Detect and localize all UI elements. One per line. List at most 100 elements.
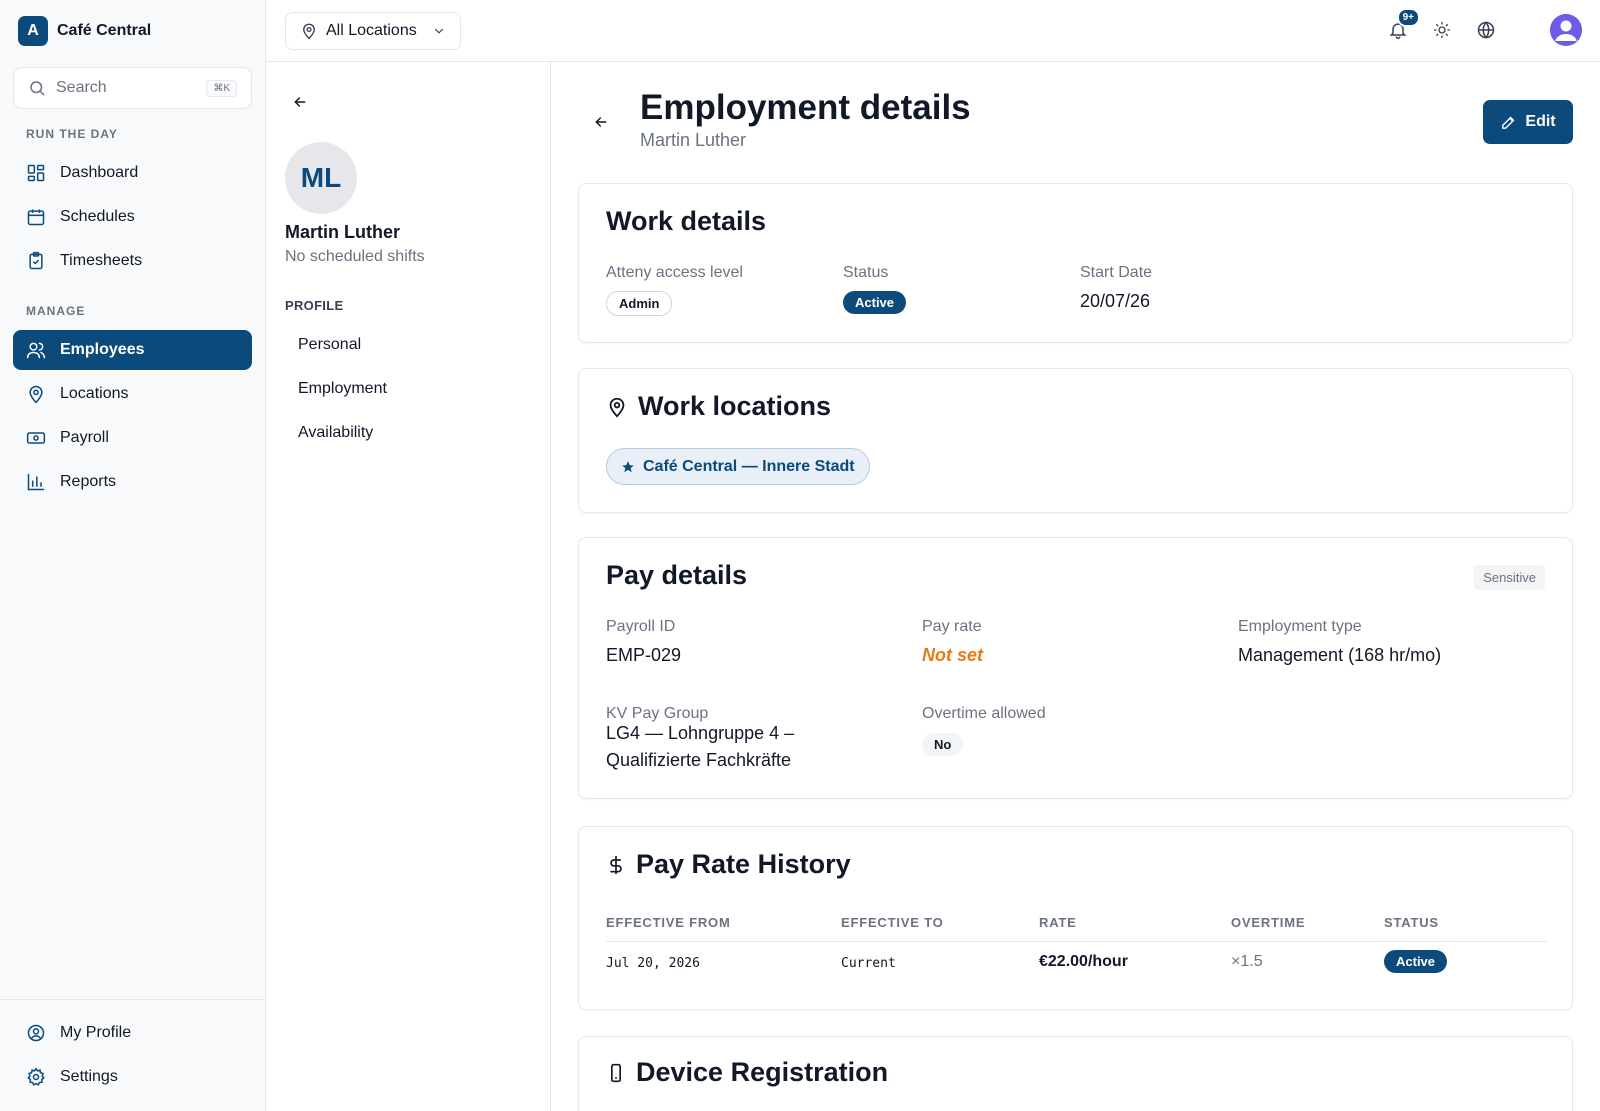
payroll-id-label: Payroll ID [606, 618, 676, 635]
notification-badge: 9+ [1396, 8, 1420, 27]
sun-icon [1433, 21, 1451, 39]
card-title: Pay details [606, 560, 748, 590]
users-icon [26, 342, 46, 359]
profile-link-personal[interactable]: Personal [298, 336, 362, 353]
start-date-value: 20/07/26 [1080, 291, 1151, 311]
page-back-button[interactable] [589, 110, 613, 134]
kv-pay-group-line1: LG4 — Lohngruppe 4 – [606, 723, 795, 743]
clipboard-icon [29, 251, 43, 270]
location-chip[interactable]: Café Central — Innere Stadt [606, 448, 870, 485]
card-title: Work details [606, 206, 767, 236]
access-level-label: Atteny access level [606, 264, 743, 281]
work-details-card: Work details Atteny access level Admin S… [578, 183, 1573, 343]
sidebar-item-label: Schedules [60, 208, 135, 225]
profile-panel: ML Martin Luther No scheduled shifts PRO… [266, 62, 551, 1111]
overtime-allowed-label: Overtime allowed [922, 705, 1046, 722]
card-title: Pay Rate History [606, 849, 851, 880]
location-chip-label: Café Central — Innere Stadt [643, 457, 855, 475]
profile-subtitle: No scheduled shifts [285, 248, 425, 265]
sidebar-item-label: Payroll [60, 429, 109, 446]
access-level-badge: Admin [606, 291, 673, 316]
kv-pay-group-line2: Qualifizierte Fachkräfte [606, 750, 792, 770]
notifications-button[interactable]: 9+ [1386, 8, 1420, 42]
status-badge: Active [843, 291, 907, 314]
user-avatar[interactable] [1550, 14, 1582, 46]
sidebar-item-payroll[interactable]: Payroll [13, 418, 252, 458]
work-locations-card: Work locations Café Central — Innere Sta… [578, 368, 1573, 513]
pay-rate-history-card: Pay Rate History EFFECTIVE FROM EFFECTIV… [578, 826, 1573, 1010]
sidebar-item-label: My Profile [60, 1024, 132, 1041]
card-title: Device Registration [606, 1057, 888, 1088]
device-registration-title: Device Registration [636, 1057, 889, 1087]
overtime-allowed-badge: No [922, 733, 964, 756]
kv-pay-group-label: KV Pay Group [606, 705, 709, 722]
page-title: Employment details [640, 88, 971, 127]
chevron-down-icon [434, 28, 444, 34]
banknote-icon [26, 432, 46, 444]
sidebar-item-schedules[interactable]: Schedules [13, 197, 252, 237]
column-header[interactable]: OVERTIME [1231, 915, 1306, 930]
arrow-left-icon [294, 97, 306, 107]
cell-effective-from: Jul 20, 2026 [606, 956, 700, 971]
arrow-left-icon [595, 117, 607, 127]
sidebar-item-label: Dashboard [60, 164, 139, 181]
column-header[interactable]: EFFECTIVE TO [841, 915, 944, 930]
table-divider [606, 941, 1547, 942]
bar-chart-icon [27, 473, 45, 491]
sensitive-badge: Sensitive [1474, 565, 1545, 590]
smartphone-icon [611, 1063, 621, 1082]
kv-pay-group-value: LG4 — Lohngruppe 4 – Qualifizierte Fachk… [606, 720, 886, 774]
avatar: ML [285, 142, 357, 214]
edit-button[interactable]: Edit [1483, 100, 1573, 144]
sidebar-item-label: Timesheets [60, 252, 143, 269]
sidebar-item-locations[interactable]: Locations [13, 374, 252, 414]
status-label: Status [843, 264, 889, 281]
work-locations-title: Work locations [638, 391, 832, 421]
pay-rate-history-title: Pay Rate History [636, 849, 851, 879]
cell-overtime: ×1.5 [1231, 953, 1263, 970]
profile-name: Martin Luther [285, 222, 400, 242]
edit-icon [1502, 116, 1515, 129]
card-title: Work locations [606, 391, 831, 422]
payroll-id-value: EMP-029 [606, 645, 682, 665]
sidebar-item-my-profile[interactable]: My Profile [13, 1013, 252, 1053]
back-button[interactable] [288, 90, 312, 114]
profile-section-label: PROFILE [285, 298, 344, 313]
sidebar-item-timesheets[interactable]: Timesheets [13, 241, 252, 281]
main-content: Employment details Martin Luther Edit Wo… [551, 62, 1600, 1111]
location-select[interactable]: All Locations [285, 12, 461, 50]
sidebar-item-label: Settings [60, 1068, 118, 1085]
search-shortcut: ⌘K [206, 79, 237, 97]
brand[interactable]: A Café Central [18, 16, 151, 46]
sidebar-item-employees[interactable]: Employees [13, 330, 252, 370]
theme-toggle-button[interactable] [1430, 18, 1454, 42]
sidebar-item-label: Reports [60, 473, 117, 490]
language-button[interactable] [1474, 18, 1498, 42]
brand-logo: A [18, 16, 48, 46]
top-bar: All Locations 9+ [266, 0, 1600, 62]
dollar-icon [610, 855, 622, 874]
sidebar-item-dashboard[interactable]: Dashboard [13, 153, 252, 193]
profile-link-employment[interactable]: Employment [298, 380, 387, 397]
employment-type-label: Employment type [1238, 618, 1362, 635]
sidebar-item-reports[interactable]: Reports [13, 462, 252, 502]
profile-link-availability[interactable]: Availability [298, 424, 374, 441]
column-header[interactable]: EFFECTIVE FROM [606, 915, 731, 930]
page-subtitle: Martin Luther [640, 130, 747, 150]
start-date-label: Start Date [1080, 264, 1153, 281]
device-registration-card: Device Registration [578, 1036, 1573, 1111]
status-badge: Active [1384, 950, 1448, 973]
column-header[interactable]: RATE [1039, 915, 1077, 930]
divider [0, 999, 266, 1000]
search-placeholder: Search [56, 79, 107, 96]
map-pin-icon [609, 397, 625, 417]
column-header[interactable]: STATUS [1384, 915, 1439, 930]
search-input[interactable]: Search ⌘K [13, 67, 252, 109]
pay-rate-value: Not set [922, 645, 984, 665]
map-pin-icon [303, 23, 315, 40]
pay-rate-label: Pay rate [922, 618, 982, 635]
star-icon [622, 460, 634, 472]
section-label-run-the-day: RUN THE DAY [26, 127, 118, 141]
sidebar-item-settings[interactable]: Settings [13, 1057, 252, 1097]
user-avatar-icon [1550, 14, 1582, 46]
